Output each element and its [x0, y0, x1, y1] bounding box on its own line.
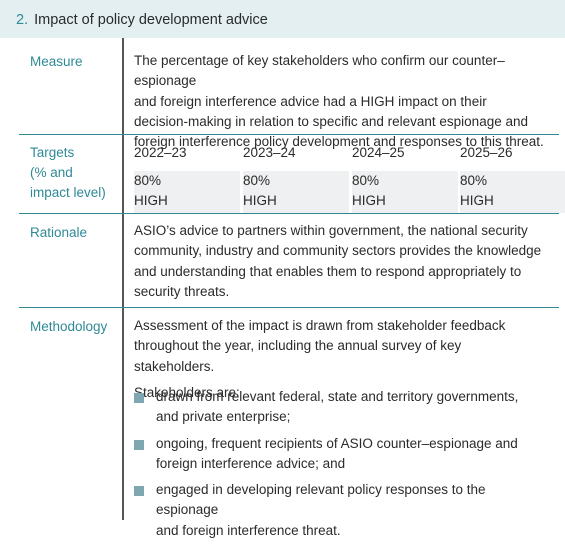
target-level: HIGH: [134, 193, 168, 208]
bullet-square-icon: [134, 486, 144, 497]
measure-line: decision-making in relation to specific …: [134, 113, 528, 129]
target-year: 2022–23: [134, 145, 187, 160]
targets-label-line: Targets: [30, 145, 75, 160]
target-value-box: 80% HIGH: [460, 171, 565, 213]
rationale-line: community, industry and community sector…: [134, 243, 542, 259]
rationale-line: ASIO’s advice to partners within governm…: [134, 223, 528, 238]
bullet-line: foreign interference advice; and: [156, 455, 346, 471]
bullet-line: engaged in developing relevant policy re…: [156, 482, 486, 518]
measure-line: foreign interference policy development …: [134, 134, 544, 150]
stakeholders-list: drawn from relevant federal, state and t…: [134, 387, 534, 547]
measure-line: The percentage of key stakeholders who c…: [134, 53, 505, 89]
target-value-box: 80% HIGH: [352, 171, 458, 213]
bullet-square-icon: [134, 393, 144, 403]
row-divider: [19, 134, 559, 136]
methodology-text: Assessment of the impact is drawn from s…: [134, 316, 544, 403]
target-level: HIGH: [243, 193, 277, 208]
rationale-label: Rationale: [30, 225, 88, 240]
bullet-square-icon: [134, 439, 144, 450]
bullet-line: and foreign interference threat.: [156, 522, 341, 538]
target-2025-26: 2025–26 80% HIGH: [460, 143, 565, 213]
targets-label-line: (% and: [30, 165, 73, 180]
rationale-line: security threats.: [134, 283, 230, 299]
section-title: 2. Impact of policy development advice: [16, 12, 268, 28]
target-percent: 80%: [460, 173, 488, 188]
target-2023-24: 2023–24 80% HIGH: [243, 143, 349, 213]
section-title-text: Impact of policy development advice: [34, 12, 268, 28]
target-level: HIGH: [352, 193, 386, 208]
target-percent: 80%: [134, 173, 162, 188]
target-year: 2025–26: [460, 145, 513, 160]
targets-label-line: impact level): [30, 185, 106, 200]
target-percent: 80%: [243, 173, 271, 188]
target-year: 2024–25: [352, 145, 405, 160]
bullet-line: drawn from relevant federal, state and t…: [156, 389, 519, 404]
row-divider: [19, 307, 559, 309]
rationale-text: ASIO’s advice to partners within governm…: [134, 221, 544, 302]
bullet-line: ongoing, frequent recipients of ASIO cou…: [156, 435, 518, 451]
methodology-line: throughout the year, including the annua…: [134, 338, 462, 374]
section-number: 2.: [16, 12, 29, 28]
methodology-line: Assessment of the impact is drawn from s…: [134, 318, 506, 333]
section-header: 2. Impact of policy development advice: [0, 0, 565, 38]
measure-label: Measure: [30, 54, 83, 69]
target-2022-23: 2022–23 80% HIGH: [134, 143, 240, 213]
target-percent: 80%: [352, 173, 380, 188]
target-level: HIGH: [460, 193, 494, 208]
measure-line: and foreign interference advice had a HI…: [134, 93, 487, 109]
methodology-label: Methodology: [30, 319, 108, 334]
column-divider: [122, 38, 124, 520]
stakeholders-intro: Stakeholders are:: [134, 384, 240, 400]
target-2024-25: 2024–25 80% HIGH: [352, 143, 458, 213]
list-item: ongoing, frequent recipients of ASIO cou…: [134, 434, 534, 475]
measure-text: The percentage of key stakeholders who c…: [134, 51, 544, 152]
bullet-line: and private enterprise;: [156, 409, 291, 425]
target-value-box: 80% HIGH: [134, 171, 240, 213]
row-divider: [19, 213, 559, 215]
list-item: drawn from relevant federal, state and t…: [134, 387, 534, 428]
list-item: engaged in developing relevant policy re…: [134, 480, 534, 541]
target-value-box: 80% HIGH: [243, 171, 349, 213]
targets-label: Targets (% and impact level): [30, 143, 106, 203]
target-year: 2023–24: [243, 145, 296, 160]
rationale-line: and understanding that enables them to r…: [134, 263, 522, 279]
